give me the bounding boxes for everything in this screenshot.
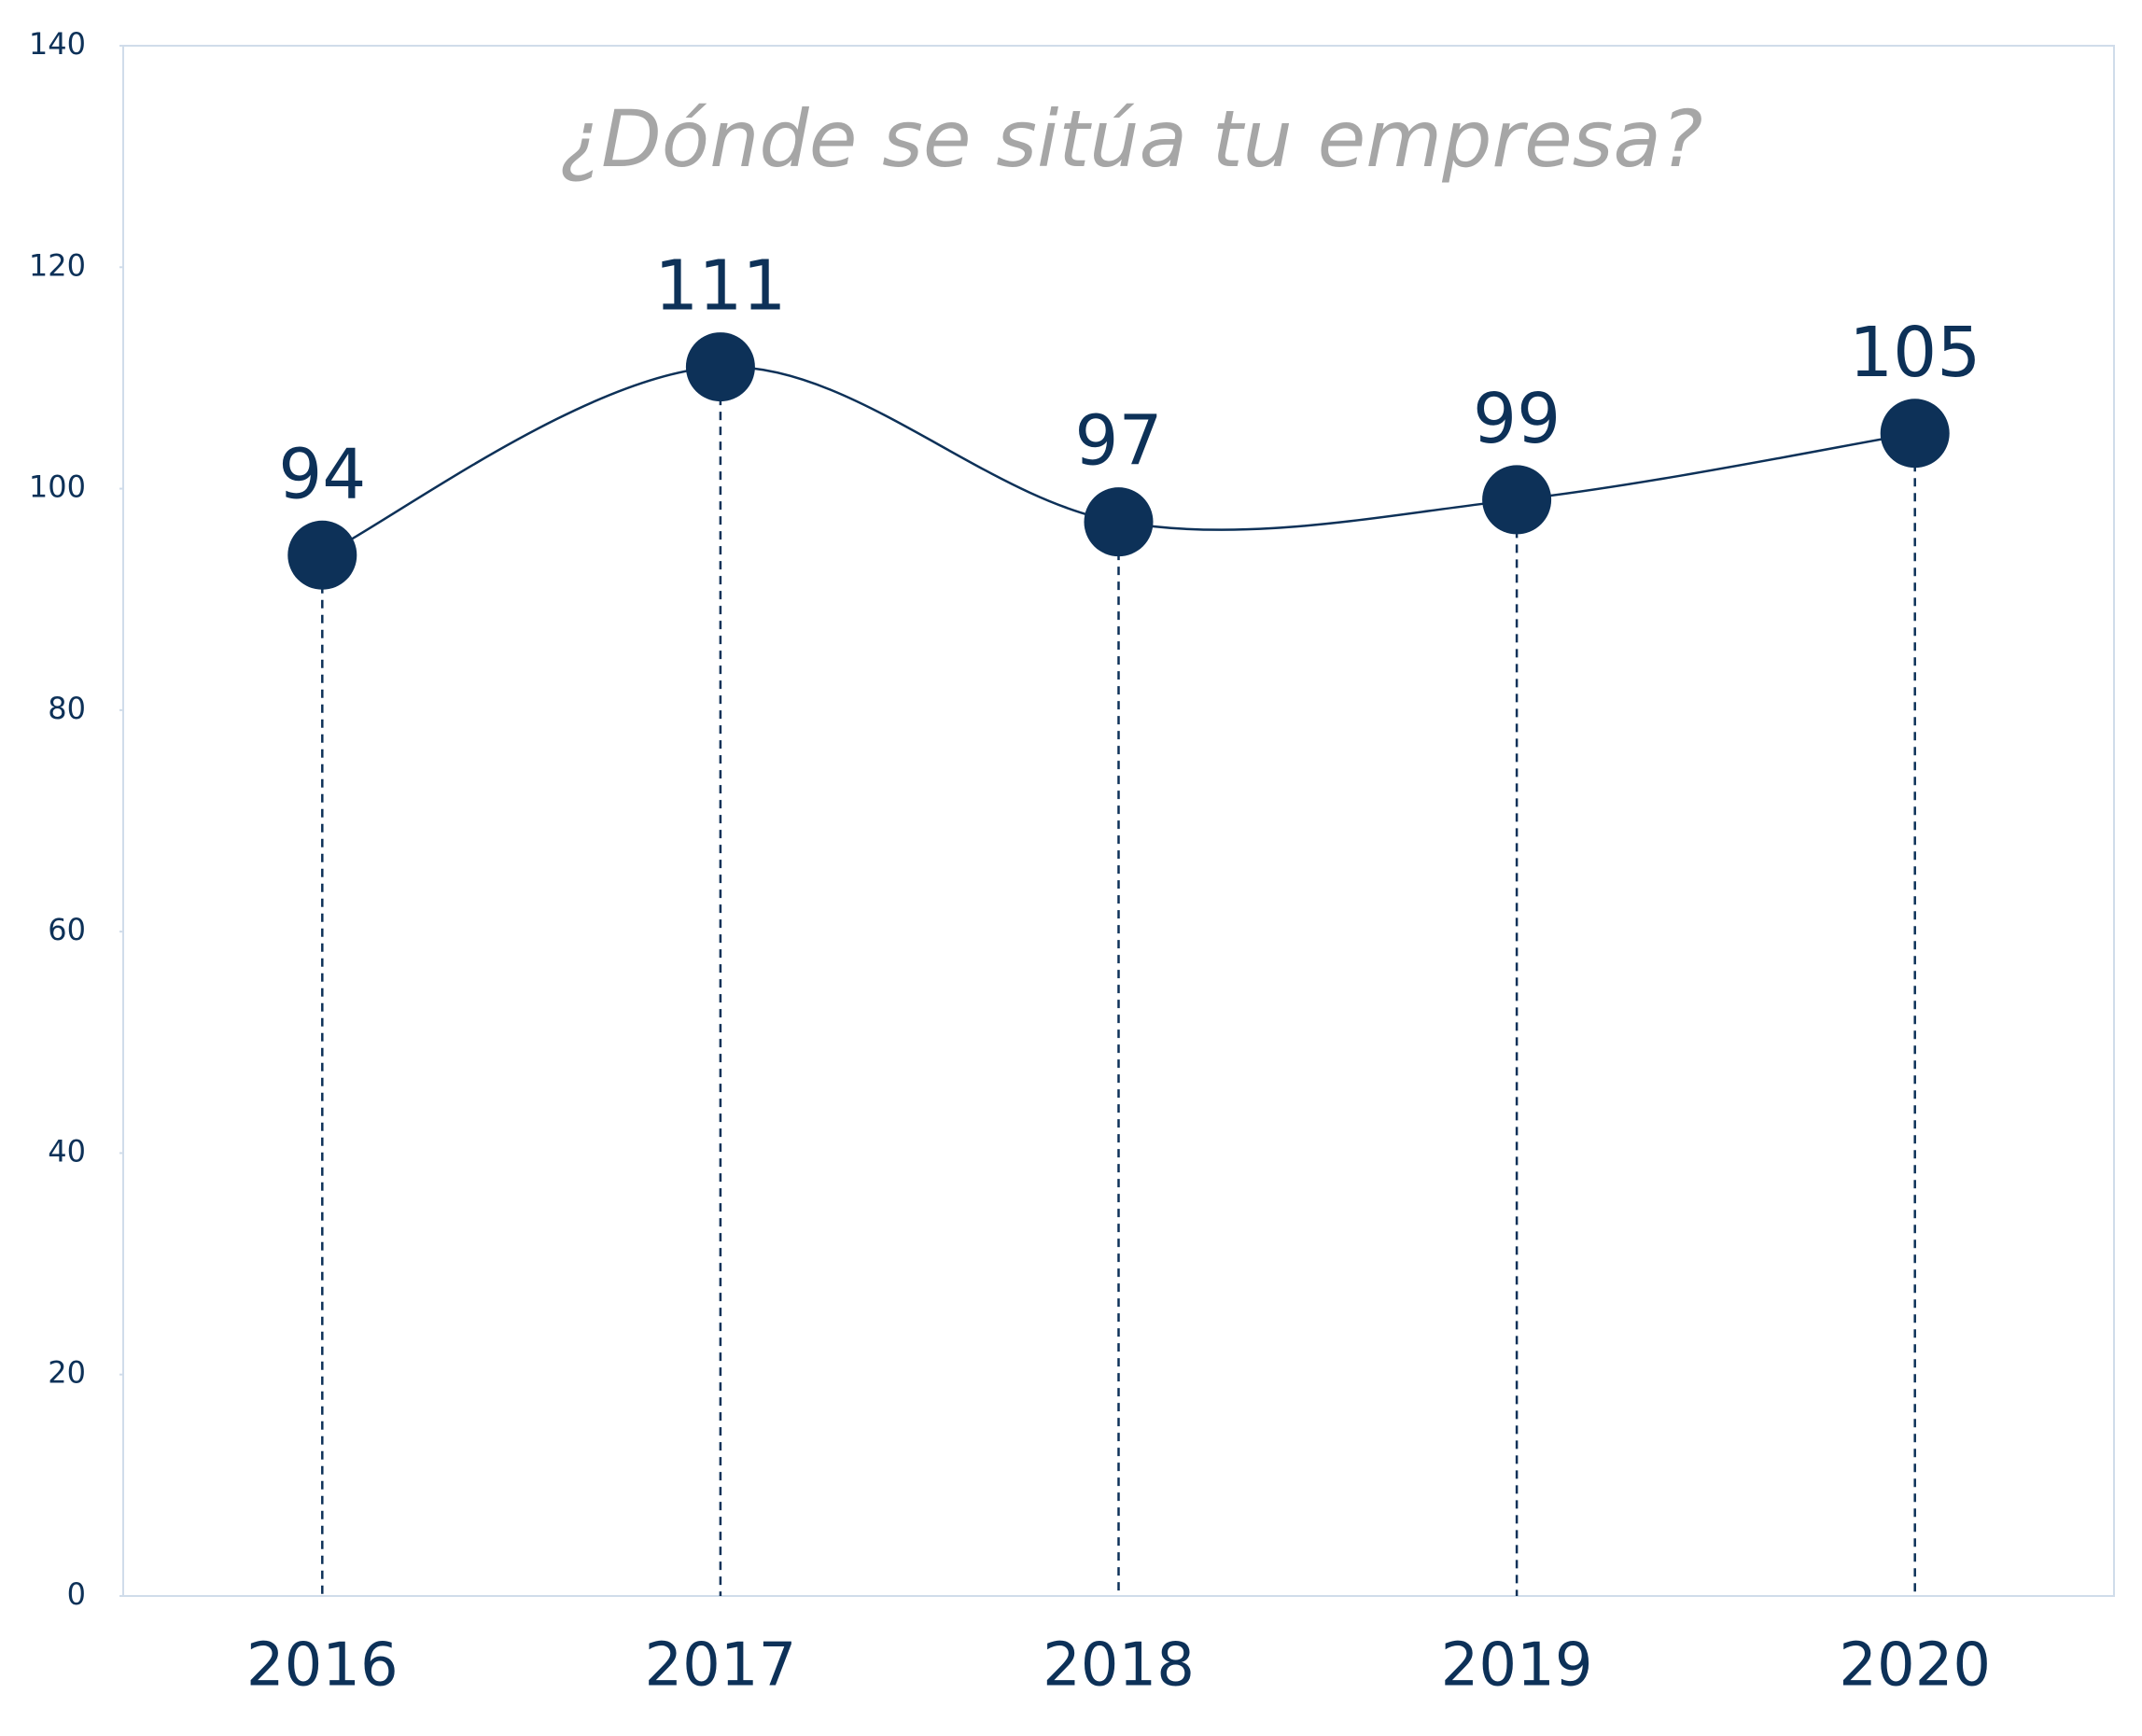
x-tick-label: 2019 bbox=[1441, 1631, 1593, 1701]
y-tick-label: 0 bbox=[67, 1576, 86, 1612]
x-tick-label: 2016 bbox=[246, 1631, 399, 1701]
y-tick-label: 100 bbox=[29, 469, 86, 505]
data-label: 111 bbox=[654, 246, 786, 327]
data-label: 94 bbox=[278, 434, 366, 514]
data-label: 99 bbox=[1473, 379, 1561, 459]
data-label: 105 bbox=[1849, 313, 1981, 393]
x-tick-label: 2017 bbox=[644, 1631, 796, 1701]
marker bbox=[287, 520, 357, 590]
y-tick-label: 140 bbox=[29, 26, 86, 62]
chart-title: ¿Dónde se sitúa tu empresa? bbox=[560, 93, 1703, 185]
marker bbox=[1880, 399, 1950, 469]
y-tick-label: 80 bbox=[48, 691, 86, 726]
y-tick-label: 40 bbox=[48, 1133, 86, 1169]
x-tick-label: 2018 bbox=[1043, 1631, 1195, 1701]
data-label: 97 bbox=[1074, 401, 1162, 482]
marker bbox=[1084, 487, 1154, 557]
y-tick-label: 60 bbox=[48, 912, 86, 947]
plot-frame bbox=[122, 45, 2115, 1597]
marker bbox=[1482, 465, 1552, 535]
x-tick-label: 2020 bbox=[1839, 1631, 1991, 1701]
marker bbox=[685, 332, 755, 402]
y-tick-label: 120 bbox=[29, 247, 86, 283]
y-tick-label: 20 bbox=[48, 1355, 86, 1391]
